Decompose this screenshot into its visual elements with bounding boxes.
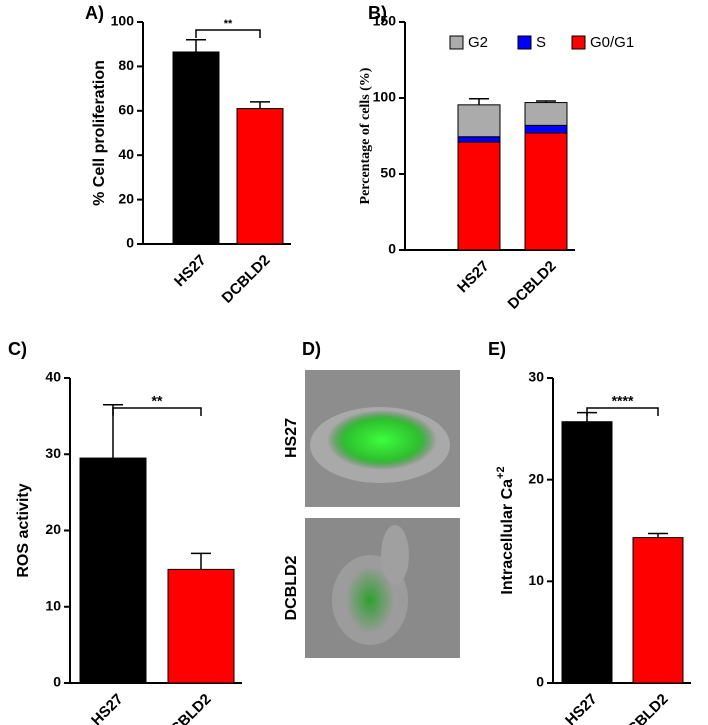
y-tick-label: 10 — [45, 597, 61, 613]
y-tick-label: 40 — [118, 146, 134, 162]
x-tick-label: DCBLD2 — [219, 252, 274, 307]
legend-swatch — [571, 35, 586, 50]
panel-label: C) — [8, 339, 27, 359]
panel-label: A) — [85, 3, 104, 23]
y-axis-label-superscript: +2 — [495, 466, 507, 479]
bar-segment — [457, 136, 501, 143]
significance-bracket — [195, 29, 261, 38]
y-axis-label-text: ROS activity — [15, 483, 32, 577]
y-tick-label: 20 — [528, 470, 544, 486]
y-axis-label: Intracellular Ca+2 — [495, 466, 516, 594]
cell — [381, 525, 409, 585]
legend-swatch — [449, 35, 464, 50]
significance-bracket — [112, 407, 202, 416]
significance-label: **** — [612, 393, 634, 409]
y-tick-label: 60 — [118, 102, 134, 118]
bar — [236, 108, 284, 245]
bar-segment — [524, 102, 568, 126]
x-tick-label: DCBLD2 — [160, 691, 215, 725]
x-tick-label: HS27 — [171, 252, 210, 291]
panel-label: E) — [488, 339, 506, 359]
y-tick-label: 10 — [528, 572, 544, 588]
y-tick-label: 30 — [45, 445, 61, 461]
y-tick-label: 50 — [380, 165, 396, 181]
y-tick-label: 0 — [126, 235, 134, 251]
significance-bracket — [586, 407, 659, 416]
bar-segment — [524, 132, 568, 251]
x-tick-label: DCBLD2 — [505, 258, 560, 313]
y-tick-label: 20 — [118, 190, 134, 206]
legend-label: G2 — [468, 34, 488, 51]
bar — [167, 568, 235, 684]
y-axis-label: ROS activity — [15, 483, 32, 577]
bar-segment — [524, 124, 568, 134]
y-axis-label-text: % Cell proliferation — [91, 60, 108, 206]
y-axis-label-text: Intracellular Ca — [499, 479, 516, 595]
legend-swatch — [517, 35, 532, 50]
y-tick-label: 20 — [45, 521, 61, 537]
bar — [561, 421, 613, 684]
x-tick-label: HS27 — [88, 691, 127, 725]
row-label: HS27 — [283, 418, 300, 458]
legend-label: S — [536, 34, 546, 51]
y-tick-label: 80 — [118, 57, 134, 73]
y-axis-label: Percentage of cells (%) — [358, 67, 373, 204]
significance-label: ** — [224, 18, 233, 30]
panel-label: D) — [302, 339, 321, 359]
image-panel: D) HS27 DCBLD2 — [283, 339, 460, 658]
bar-segment — [457, 141, 501, 251]
fluorescence — [327, 410, 437, 470]
y-axis-label-text: Percentage of cells (%) — [358, 67, 373, 204]
fluorescence — [346, 566, 394, 634]
significance-label: ** — [152, 393, 163, 409]
x-tick-label: DCBLD2 — [617, 691, 672, 725]
bar — [172, 51, 220, 245]
bar — [79, 457, 147, 684]
legend-label: G0/G1 — [590, 34, 634, 51]
y-tick-label: 0 — [536, 674, 544, 690]
bar — [632, 537, 684, 684]
y-tick-label: 0 — [388, 241, 396, 257]
bar-segment — [457, 104, 501, 138]
x-tick-label: HS27 — [562, 691, 601, 725]
x-tick-label: HS27 — [454, 258, 493, 297]
y-tick-label: 100 — [111, 13, 135, 29]
panel-label: B) — [368, 3, 387, 23]
y-tick-label: 100 — [373, 89, 397, 105]
y-tick-label: 40 — [45, 369, 61, 385]
y-tick-label: 0 — [53, 674, 61, 690]
y-tick-label: 150 — [373, 13, 397, 29]
y-tick-label: 30 — [528, 369, 544, 385]
y-axis-label: % Cell proliferation — [91, 60, 108, 206]
row-label: DCBLD2 — [283, 555, 300, 620]
